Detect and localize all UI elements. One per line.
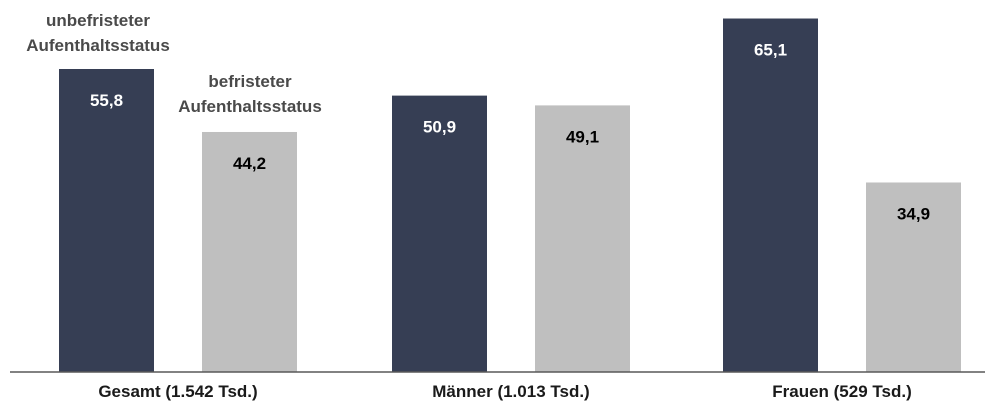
series-name-label: befristeter bbox=[208, 72, 292, 91]
value-label: 49,1 bbox=[566, 127, 599, 146]
bar-befristet-1 bbox=[535, 105, 630, 373]
value-label: 50,9 bbox=[423, 118, 456, 137]
series-name-label: Aufenthaltsstatus bbox=[26, 36, 170, 55]
bar-unbefristet-0 bbox=[59, 69, 154, 373]
category-label: Gesamt (1.542 Tsd.) bbox=[98, 382, 257, 401]
bar-befristet-0 bbox=[202, 131, 297, 372]
category-label: Männer (1.013 Tsd.) bbox=[432, 382, 589, 401]
bar-unbefristet-1 bbox=[392, 95, 487, 372]
value-label: 65,1 bbox=[754, 41, 787, 60]
labels-layer: 55,8 44,2 Gesamt (1.542 Tsd.) 50,9 49,1 Männe… bbox=[26, 11, 930, 401]
bars-layer bbox=[59, 18, 961, 373]
category-label: Frauen (529 Tsd.) bbox=[772, 382, 912, 401]
series-name-label: Aufenthaltsstatus bbox=[178, 97, 322, 116]
series-name-label: unbefristeter bbox=[46, 11, 150, 30]
value-label: 44,2 bbox=[233, 154, 266, 173]
bar-unbefristet-2 bbox=[723, 18, 818, 373]
value-label: 34,9 bbox=[897, 204, 930, 223]
value-label: 55,8 bbox=[90, 91, 123, 110]
bar-befristet-2 bbox=[866, 182, 961, 372]
